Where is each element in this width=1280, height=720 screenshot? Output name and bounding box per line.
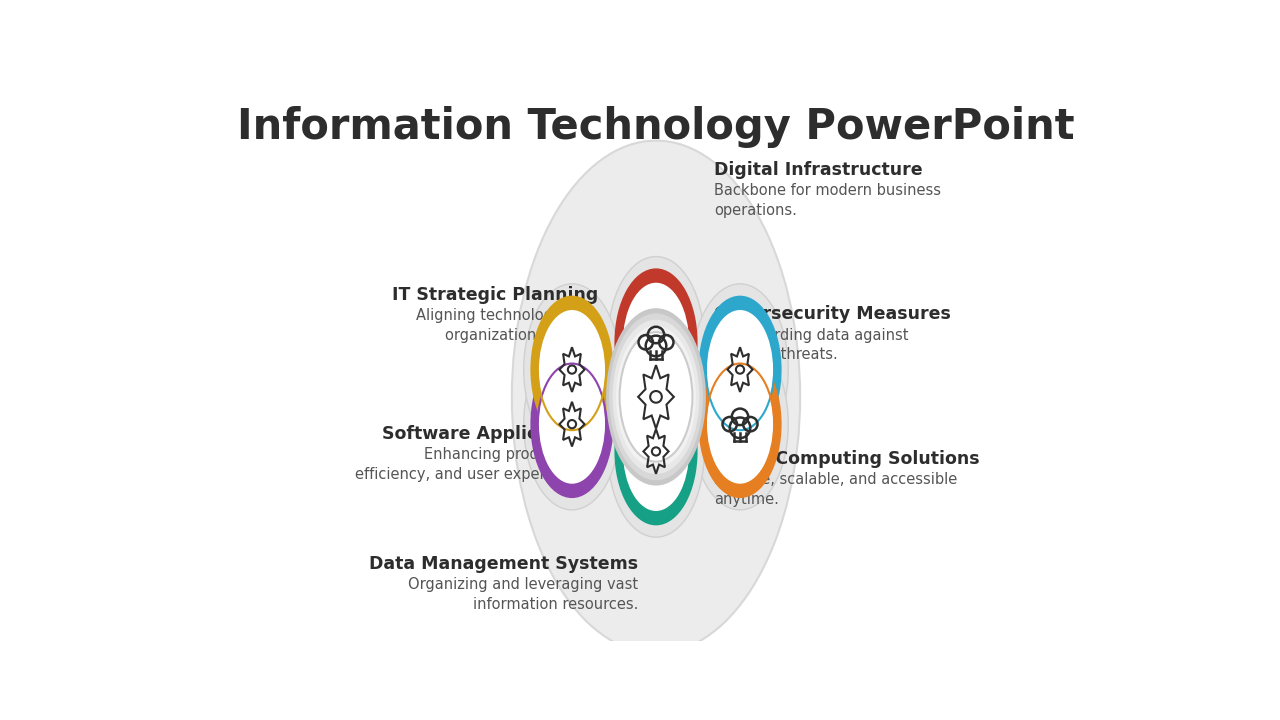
Ellipse shape — [530, 350, 613, 498]
Circle shape — [568, 420, 576, 428]
Text: Data Management Systems: Data Management Systems — [369, 555, 639, 573]
Text: Digital Infrastructure: Digital Infrastructure — [714, 161, 923, 179]
Text: Software Applications: Software Applications — [381, 425, 598, 443]
Circle shape — [568, 366, 576, 374]
Text: Cloud Computing Solutions: Cloud Computing Solutions — [714, 449, 979, 467]
Ellipse shape — [538, 309, 605, 430]
Ellipse shape — [607, 308, 705, 485]
Polygon shape — [645, 402, 667, 451]
Ellipse shape — [622, 391, 690, 512]
Ellipse shape — [614, 269, 698, 416]
Polygon shape — [567, 399, 649, 429]
Polygon shape — [663, 364, 745, 395]
Ellipse shape — [512, 140, 800, 653]
Ellipse shape — [608, 366, 704, 537]
Ellipse shape — [707, 364, 774, 485]
Polygon shape — [663, 399, 745, 429]
Ellipse shape — [530, 296, 613, 444]
Ellipse shape — [707, 309, 774, 430]
Ellipse shape — [613, 320, 699, 474]
Ellipse shape — [609, 315, 703, 480]
Ellipse shape — [609, 313, 703, 480]
Text: Enhancing productivity,
efficiency, and user experiences.: Enhancing productivity, efficiency, and … — [355, 446, 598, 482]
Text: Flexible, scalable, and accessible
anytime.: Flexible, scalable, and accessible anyti… — [714, 472, 957, 506]
Ellipse shape — [616, 326, 696, 468]
Text: Aligning technology with
organizational goals.: Aligning technology with organizational … — [416, 308, 598, 343]
Ellipse shape — [620, 333, 692, 461]
Ellipse shape — [699, 350, 782, 498]
Ellipse shape — [614, 377, 698, 526]
Ellipse shape — [691, 338, 788, 510]
Text: Organizing and leveraging vast
information resources.: Organizing and leveraging vast informati… — [408, 577, 639, 612]
Ellipse shape — [691, 284, 788, 455]
Ellipse shape — [613, 320, 699, 473]
Ellipse shape — [699, 296, 782, 444]
Ellipse shape — [524, 284, 621, 455]
Text: Backbone for modern business
operations.: Backbone for modern business operations. — [714, 184, 941, 218]
Polygon shape — [567, 364, 649, 395]
Text: Safeguarding data against
evolving threats.: Safeguarding data against evolving threa… — [714, 328, 909, 362]
Text: Information Technology PowerPoint: Information Technology PowerPoint — [237, 106, 1075, 148]
Circle shape — [736, 366, 744, 374]
Ellipse shape — [617, 327, 695, 467]
Ellipse shape — [620, 332, 692, 462]
Ellipse shape — [608, 256, 704, 428]
Polygon shape — [645, 342, 667, 392]
Ellipse shape — [524, 338, 621, 510]
Text: Cybersecurity Measures: Cybersecurity Measures — [714, 305, 951, 323]
Ellipse shape — [607, 308, 705, 485]
Ellipse shape — [622, 282, 690, 403]
Circle shape — [652, 447, 660, 456]
Circle shape — [650, 391, 662, 402]
Text: IT Strategic Planning: IT Strategic Planning — [392, 286, 598, 304]
Ellipse shape — [538, 364, 605, 485]
